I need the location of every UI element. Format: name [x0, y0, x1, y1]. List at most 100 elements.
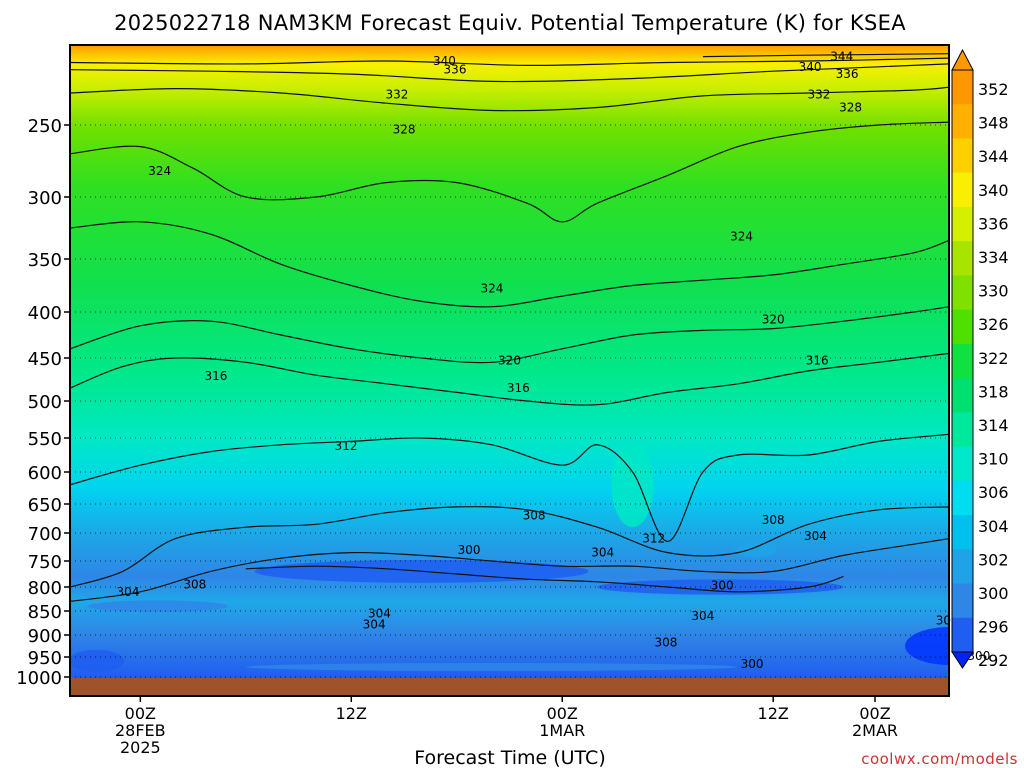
chart-title: 2025022718 NAM3KM Forecast Equiv. Potent… — [114, 11, 906, 35]
y-tick-label-300: 300 — [28, 188, 62, 209]
contour-label-20: 312 — [642, 532, 665, 546]
contour-label-28: 304 — [363, 617, 386, 631]
contour-label-21: 304 — [591, 546, 614, 560]
contour-316-4 — [70, 352, 949, 406]
x-tick-label-24-0: 00Z — [547, 704, 578, 723]
contour-label-10: 324 — [730, 230, 753, 244]
contour-label-9: 324 — [148, 164, 171, 178]
colorbar-label-326: 326 — [978, 315, 1009, 334]
contour-label-12: 320 — [762, 312, 785, 326]
contour-label-5: 332 — [386, 87, 409, 101]
colorbar-swatch-1 — [952, 104, 973, 139]
colorbar: 352 348 344 340 336 334 330 326 322 318 314 310 306 3… — [951, 48, 1009, 670]
y-tick-label-850: 850 — [28, 602, 62, 623]
colorbar-label-302: 302 — [978, 550, 1009, 569]
colorbar-label-304: 304 — [978, 517, 1009, 536]
contour-332-8 — [70, 86, 949, 112]
colorbar-label-334: 334 — [978, 248, 1009, 267]
contour-label-1: 336 — [444, 63, 467, 77]
contour-label-16: 316 — [806, 354, 829, 368]
y-tick-label-400: 400 — [28, 303, 62, 324]
contour-label-7: 328 — [393, 122, 416, 136]
colorbar-swatch-6 — [952, 275, 973, 311]
y-tick-label-550: 550 — [28, 429, 62, 450]
contour-label-2: 344 — [830, 50, 853, 64]
x-tick-label-12-0: 12Z — [336, 704, 367, 723]
ground-surface — [70, 678, 949, 696]
field-patch-4 — [245, 663, 739, 671]
contour-320-5 — [70, 306, 949, 364]
contour-312-3 — [70, 433, 949, 543]
colorbar-swatch-7 — [952, 309, 973, 345]
y-tick-label-800: 800 — [28, 578, 62, 599]
contour-label-4: 336 — [836, 67, 859, 81]
colorbar-label-336: 336 — [978, 214, 1009, 233]
contour-label-14: 316 — [204, 369, 227, 383]
colorbar-arrow-top — [951, 48, 974, 71]
x-tick-label-24-1: 1MAR — [539, 721, 585, 740]
y-tick-label-900: 900 — [28, 626, 62, 647]
colorbar-swatch-11 — [952, 446, 973, 482]
colorbar-label-348: 348 — [978, 114, 1009, 133]
contour-label-6: 332 — [807, 87, 830, 101]
contour-300-0 — [245, 565, 844, 593]
y-tick-label-350: 350 — [28, 250, 62, 271]
contour-label-26: 304 — [117, 585, 140, 599]
colorbar-swatch-12 — [952, 480, 973, 516]
credit-link[interactable]: coolwx.com/models — [861, 750, 1018, 768]
colorbar-label-344: 344 — [978, 147, 1009, 166]
contour-304-1 — [70, 538, 949, 602]
colorbar-label-306: 306 — [978, 483, 1009, 502]
x-tick-label-0-2: 2025 — [120, 738, 161, 757]
field-patch-2 — [905, 627, 949, 665]
colorbar-swatch-13 — [952, 515, 973, 550]
contour-label-13: 320 — [498, 354, 521, 368]
contour-label-23: 300 — [458, 543, 481, 557]
colorbar-swatch-3 — [952, 172, 973, 208]
y-tick-label-650: 650 — [28, 495, 62, 516]
y-tick-label-250: 250 — [28, 116, 62, 137]
colorbar-swatch-16 — [952, 617, 973, 653]
x-axis-label: Forecast Time (UTC) — [414, 747, 605, 768]
colorbar-swatch-8 — [952, 343, 973, 379]
colorbar-swatch-4 — [952, 206, 973, 242]
contour-label-19: 308 — [762, 513, 785, 527]
colorbar-label-330: 330 — [978, 282, 1009, 301]
x-tick-label-0-0: 00Z — [125, 704, 156, 723]
y-tick-label-750: 750 — [28, 552, 62, 573]
contour-label-18: 308 — [523, 509, 546, 523]
contour-label-8: 328 — [839, 101, 862, 115]
y-tick-label-950: 950 — [28, 648, 62, 669]
contour-308-2 — [70, 506, 949, 588]
contour-label-11: 324 — [480, 282, 503, 296]
x-tick-label-36-0: 12Z — [758, 704, 789, 723]
contour-label-27: 304 — [368, 606, 391, 620]
colorbar-frame — [951, 69, 974, 653]
contour-label-22: 304 — [804, 529, 827, 543]
colorbar-label-292: 292 — [978, 651, 1009, 670]
contour-label-3: 340 — [799, 60, 822, 74]
colorbar-label-322: 322 — [978, 349, 1009, 368]
colorbar-swatch-15 — [952, 583, 973, 619]
y-tick-label-700: 700 — [28, 524, 62, 545]
field-patch-6 — [611, 442, 654, 528]
contour-label-0: 340 — [433, 54, 456, 68]
plot-frame — [69, 44, 950, 697]
colorbar-swatch-0 — [952, 70, 973, 105]
y-tick-label-450: 450 — [28, 349, 62, 370]
colorbar-swatch-2 — [952, 138, 973, 174]
contour-340-10 — [70, 57, 949, 67]
field-patch-7 — [734, 541, 777, 558]
colorbar-label-318: 318 — [978, 382, 1009, 401]
y-tick-label-1000: 1000 — [16, 668, 62, 689]
contour-label-32: 300 — [741, 657, 764, 671]
colorbar-label-296: 296 — [978, 618, 1009, 637]
colorbar-label-352: 352 — [978, 80, 1009, 99]
colorbar-label-340: 340 — [978, 181, 1009, 200]
field-patch-5 — [70, 649, 125, 673]
contour-label-31: 308 — [655, 635, 678, 649]
